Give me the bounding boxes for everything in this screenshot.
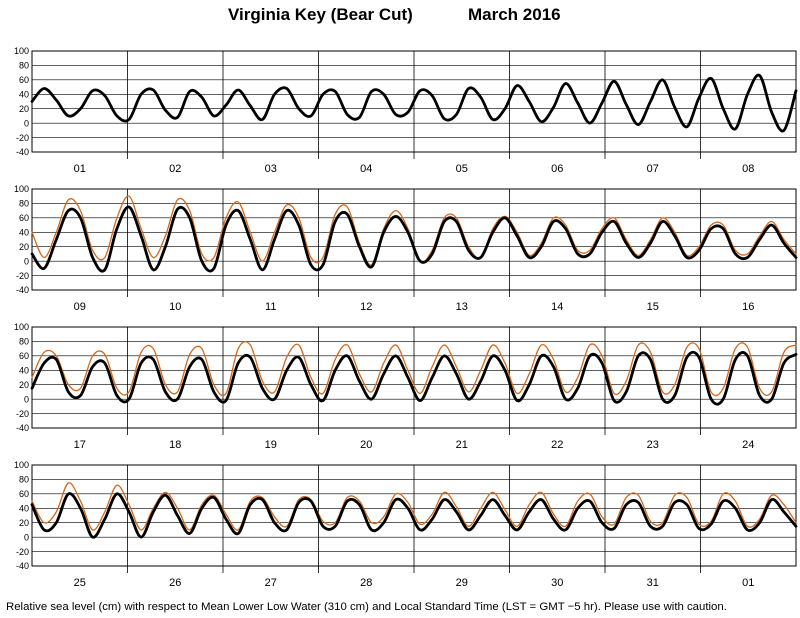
day-label: 15	[647, 301, 659, 313]
y-tick-label: -40	[16, 423, 29, 433]
day-label: 27	[265, 577, 277, 589]
y-tick-label: 100	[14, 184, 29, 194]
day-label: 23	[647, 439, 659, 451]
series-observed-line	[31, 341, 797, 397]
day-label: 31	[647, 577, 659, 589]
day-label: 06	[551, 163, 563, 175]
y-tick-label: -40	[16, 147, 29, 157]
day-label: 22	[551, 439, 563, 451]
y-tick-label: 40	[19, 365, 29, 375]
panel-3: -40 -20 0 20 40 60 80 100 17 18 19 20 21 22 23 24	[14, 322, 798, 451]
day-label: 08	[742, 163, 754, 175]
y-tick-label: 60	[19, 489, 29, 499]
y-tick-label: 40	[19, 89, 29, 99]
y-tick-label: 60	[19, 213, 29, 223]
day-label: 19	[265, 439, 277, 451]
y-tick-label: -20	[16, 271, 29, 281]
panel-4: -40 -20 0 20 40 60 80 100 25 26 27 28 29 30 31 01	[14, 460, 798, 589]
day-label: 10	[169, 301, 181, 313]
day-label: 04	[360, 163, 372, 175]
y-tick-label: -20	[16, 547, 29, 557]
y-tick-label: -40	[16, 561, 29, 571]
y-tick-label: 80	[19, 199, 29, 209]
day-label: 29	[456, 577, 468, 589]
y-tick-label: 20	[19, 518, 29, 528]
series-predicted-line	[30, 350, 798, 406]
chart-title-date: March 2016	[468, 5, 561, 24]
y-tick-label: -40	[16, 285, 29, 295]
day-label: 28	[360, 577, 372, 589]
day-label: 03	[265, 163, 277, 175]
y-tick-label: 0	[24, 118, 29, 128]
series-predicted-line	[30, 492, 798, 539]
day-label: 02	[169, 163, 181, 175]
panel-1: -40 -20 0 20 40 60 80 100 01 02 03 04 05 06 07 08	[14, 46, 798, 175]
panel-frame	[31, 464, 797, 567]
day-label: 12	[360, 301, 372, 313]
day-label: 09	[74, 301, 86, 313]
y-tick-label: 20	[19, 242, 29, 252]
day-label: 01	[74, 163, 86, 175]
day-label: 20	[360, 439, 372, 451]
day-label: 25	[74, 577, 86, 589]
day-label: 17	[74, 439, 86, 451]
day-label: 14	[551, 301, 563, 313]
y-tick-label: -20	[16, 409, 29, 419]
series-observed-line	[31, 482, 797, 531]
day-label: 30	[551, 577, 563, 589]
y-tick-label: 100	[14, 460, 29, 470]
y-tick-label: 20	[19, 104, 29, 114]
y-tick-label: 40	[19, 227, 29, 237]
series-predicted-line	[30, 73, 798, 133]
y-tick-label: 80	[19, 475, 29, 485]
series-predicted-line	[30, 205, 798, 273]
day-label: 26	[169, 577, 181, 589]
chart-title: Virginia Key (Bear Cut) March 2016	[0, 5, 800, 29]
day-label: 21	[456, 439, 468, 451]
day-label: 01	[742, 577, 754, 589]
day-label: 07	[647, 163, 659, 175]
y-tick-label: 40	[19, 503, 29, 513]
day-label: 11	[265, 301, 276, 313]
y-tick-label: 20	[19, 380, 29, 390]
y-tick-label: 0	[24, 532, 29, 542]
day-label: 16	[742, 301, 754, 313]
panel-2: -40 -20 0 20 40 60 80 100 09 10 11 12 13 14 15 16	[14, 184, 798, 313]
footer-note: Relative sea level (cm) with respect to …	[6, 601, 727, 613]
y-tick-label: 60	[19, 75, 29, 85]
chart-title-location: Virginia Key (Bear Cut)	[228, 5, 413, 24]
y-tick-label: -20	[16, 133, 29, 143]
y-tick-label: 80	[19, 337, 29, 347]
day-label: 18	[169, 439, 181, 451]
day-label: 13	[456, 301, 468, 313]
y-tick-label: 0	[24, 256, 29, 266]
day-label: 05	[456, 163, 468, 175]
y-tick-label: 100	[14, 46, 29, 56]
y-tick-label: 0	[24, 394, 29, 404]
day-label: 24	[742, 439, 754, 451]
panel-frame	[31, 188, 797, 291]
y-tick-label: 100	[14, 322, 29, 332]
y-tick-label: 80	[19, 61, 29, 71]
y-tick-label: 60	[19, 351, 29, 361]
